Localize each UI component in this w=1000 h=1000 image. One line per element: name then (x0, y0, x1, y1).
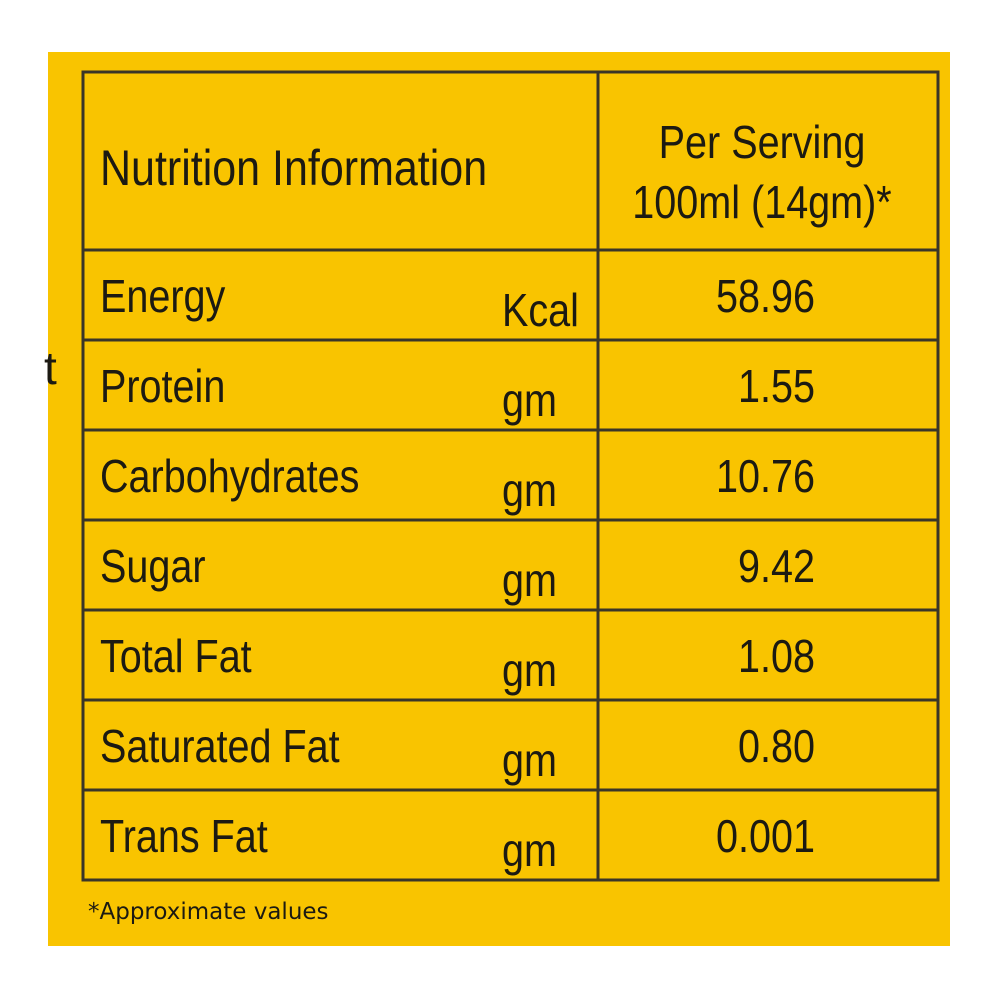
nutrient-unit: gm (502, 735, 557, 786)
nutrient-name: Carbohydrates (100, 451, 359, 502)
nutrient-value: 9.42 (738, 541, 815, 592)
table-frame (81, 70, 940, 882)
nutrient-name: Total Fat (100, 631, 252, 682)
footnote: *Approximate values (88, 899, 329, 925)
serving-heading: Per Serving (659, 117, 866, 168)
nutrient-unit: gm (502, 375, 557, 426)
nutrient-value: 1.08 (738, 631, 815, 682)
nutrient-name: Energy (100, 271, 226, 322)
nutrient-value: 0.80 (738, 721, 815, 772)
serving-size: 100ml (14gm)* (632, 177, 892, 228)
nutrient-value: 1.55 (738, 361, 815, 412)
nutrient-unit: gm (502, 825, 557, 876)
table-title: Nutrition Information (100, 140, 487, 196)
nutrient-name: Sugar (100, 541, 206, 592)
nutrient-unit: gm (502, 465, 557, 516)
nutrient-name: Protein (100, 361, 225, 412)
nutrient-name: Saturated Fat (100, 721, 340, 772)
nutrient-unit: Kcal (502, 285, 579, 336)
nutrient-unit: gm (502, 555, 557, 606)
table-border (81, 70, 940, 882)
nutrient-value: 0.001 (716, 811, 815, 862)
label-background (48, 52, 950, 946)
nutrient-value: 58.96 (716, 271, 815, 322)
nutrient-value: 10.76 (716, 451, 815, 502)
table-rows: Energy Kcal 58.96 Protein gm 1.55 Carbohydrate… (83, 248, 938, 877)
nutrient-name: Trans Fat (100, 811, 268, 862)
edge-fragment: t (44, 342, 57, 394)
nutrient-unit: gm (502, 645, 557, 696)
